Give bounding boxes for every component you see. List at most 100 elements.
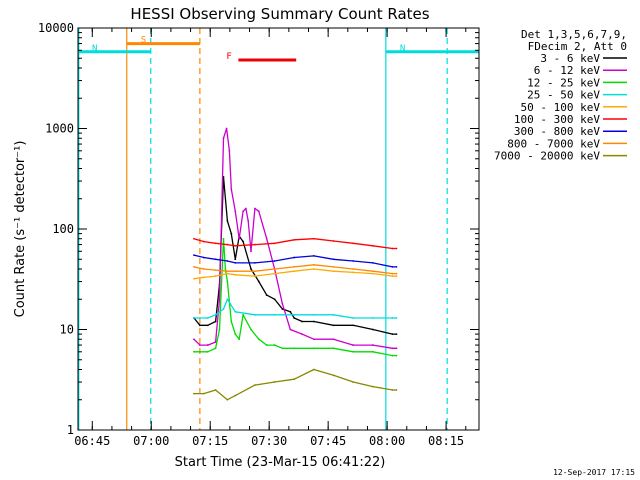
series-3-point-9 (293, 313, 296, 316)
series-3-point-14 (391, 317, 394, 319)
series-2-point-6 (224, 268, 227, 270)
series-7-point-9 (332, 265, 335, 268)
series-0-point-12 (257, 280, 260, 283)
series-0-point-14 (273, 298, 276, 301)
series-8-point-2 (214, 389, 217, 391)
series-6-point-7 (293, 256, 296, 259)
flag-label-0: S (141, 36, 146, 46)
series-1-point-4 (218, 298, 221, 301)
series-6-point-11 (371, 261, 374, 264)
series-2-point-23 (395, 354, 398, 357)
series-4-point-10 (352, 271, 355, 274)
series-5-point-8 (312, 237, 315, 240)
series-2-point-2 (206, 350, 209, 353)
series-4-point-7 (293, 270, 296, 273)
series-0-point-19 (312, 320, 315, 323)
series-3-point-3 (214, 313, 217, 316)
series-2-point-22 (391, 354, 394, 357)
series-line-3 (194, 298, 397, 319)
series-3-point-13 (371, 317, 374, 319)
series-2-point-15 (273, 344, 276, 346)
legend-label-7: 800 - 7000 keV (507, 137, 600, 150)
legend-label-0: 3 - 6 keV (540, 52, 600, 65)
series-2-point-13 (257, 338, 260, 341)
series-0-point-7 (230, 232, 233, 235)
series-2-point-1 (198, 350, 201, 353)
series-8-point-11 (371, 385, 374, 388)
series-3-point-4 (222, 308, 225, 310)
series-3-point-12 (352, 317, 355, 319)
series-0-point-2 (206, 324, 209, 327)
series-6-point-13 (395, 265, 398, 268)
series-0-point-3 (214, 320, 217, 323)
series-2-point-14 (265, 344, 268, 346)
series-7-point-2 (214, 269, 217, 271)
series-4-point-5 (254, 275, 256, 277)
series-5-point-13 (395, 247, 398, 250)
series-2-point-18 (312, 347, 315, 350)
legend-label-8: 7000 - 20000 keV (494, 150, 600, 163)
series-2-point-21 (371, 350, 374, 353)
series-1-point-7 (228, 149, 231, 152)
legend-header-0: Det 1,3,5,6,7,9, (521, 28, 627, 41)
series-5-point-3 (226, 243, 229, 246)
series-0-point-15 (281, 308, 284, 310)
legend-label-4: 50 - 100 keV (521, 101, 601, 114)
series-2-point-20 (352, 350, 355, 353)
series-5-point-7 (293, 238, 296, 241)
series-2-point-5 (222, 237, 225, 240)
series-line-1 (193, 127, 397, 349)
series-1-point-26 (391, 347, 394, 350)
series-1-point-2 (206, 344, 209, 346)
series-3-point-10 (312, 313, 315, 316)
series-1-point-15 (254, 207, 256, 210)
x-axis-label: Start Time (23-Mar-15 06:41:22) (175, 455, 386, 470)
series-7-point-3 (226, 270, 229, 273)
series-0-point-11 (250, 268, 252, 270)
series-2-point-12 (250, 328, 252, 331)
series-6-point-4 (234, 261, 237, 264)
legend-label-5: 100 - 300 keV (514, 113, 600, 126)
series-7-point-6 (273, 268, 276, 270)
series-6-point-2 (214, 258, 217, 261)
series-5-point-6 (273, 242, 276, 245)
series-1-point-19 (281, 302, 284, 305)
series-1-point-23 (332, 338, 335, 341)
series-7-point-10 (352, 268, 355, 270)
series-line-7 (193, 264, 397, 275)
axes: 06:45 07:00 07:15 07:30 07:45 08:00 08:15 1 10 10… (38, 21, 479, 448)
x-tick-label-4: 07:45 (310, 434, 346, 448)
series-5-point-12 (391, 247, 394, 250)
series-5-point-2 (214, 242, 217, 245)
series-1-point-1 (198, 344, 201, 346)
y-tick-label-3: 1000 (45, 122, 74, 136)
series-0-point-10 (242, 240, 245, 243)
series-3-point-11 (332, 313, 335, 316)
series-5-point-1 (202, 240, 205, 243)
flag-label-3: F (226, 52, 231, 62)
series-1-point-16 (257, 210, 260, 213)
series-2-point-9 (234, 333, 237, 335)
series-7-point-13 (395, 272, 398, 275)
series-2-point-4 (218, 328, 221, 331)
series-0-point-22 (371, 328, 374, 331)
series-6-point-12 (391, 265, 394, 268)
series-6-point-10 (352, 260, 355, 262)
series-2-point-17 (293, 347, 296, 350)
y-tick-label-0: 1 (67, 423, 74, 437)
series-5-point-0 (193, 237, 195, 240)
series-0-point-21 (352, 324, 355, 327)
series-3-point-8 (273, 313, 276, 316)
series-1-point-24 (352, 344, 355, 346)
series-8-point-6 (273, 381, 276, 383)
x-tick-label-3: 07:30 (251, 434, 287, 448)
series-7-point-0 (193, 265, 195, 268)
legend: Det 1,3,5,6,7,9,FDecim 2, Att 03 - 6 keV… (494, 28, 627, 163)
series-0-point-16 (289, 310, 292, 313)
series-8-point-3 (226, 398, 229, 401)
series-8-point-9 (332, 374, 335, 377)
series-5-point-11 (371, 244, 374, 247)
series-3-point-2 (206, 317, 209, 319)
series-1-point-13 (247, 220, 250, 222)
